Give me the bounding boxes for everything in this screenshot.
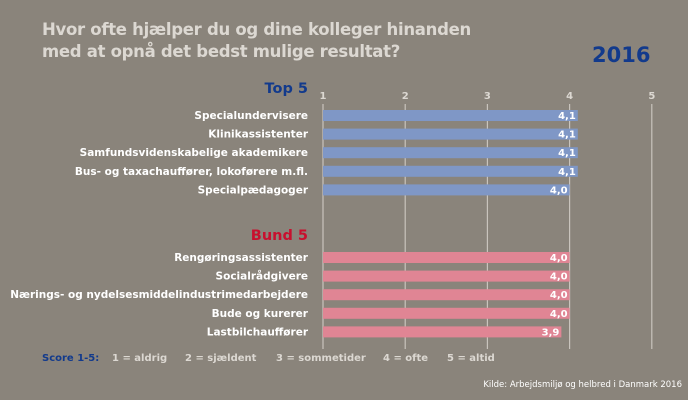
bar <box>323 307 570 319</box>
value-label: 3,9 <box>542 327 560 338</box>
chart-title: Hvor ofte hjælper du og dine kolleger hi… <box>42 20 471 61</box>
category-label: Nærings- og nydelsesmiddelindustrimedarb… <box>10 289 308 301</box>
category-label: Bus- og taxachauffører, lokoførere m.fl. <box>75 166 308 178</box>
legend-item: 4 = ofte <box>383 353 429 364</box>
value-label: 4,0 <box>550 253 568 264</box>
category-label: Specialpædagoger <box>198 184 309 196</box>
bar <box>323 326 562 338</box>
bar <box>323 184 570 196</box>
bar <box>323 289 570 301</box>
tick-label: 5 <box>648 91 655 102</box>
year-label: 2016 <box>592 43 651 67</box>
legend-item: 3 = sommetider <box>276 353 366 364</box>
source-note: Kilde: Arbejdsmiljø og helbred i Danmark… <box>483 380 682 390</box>
tick-label: 4 <box>566 91 573 102</box>
category-label: Samfundsvidenskabelige akademikere <box>80 147 308 159</box>
value-label: 4,0 <box>550 290 568 301</box>
bar <box>323 128 578 140</box>
tick-label: 3 <box>484 91 491 102</box>
legend-heading: Score 1-5: <box>42 353 100 364</box>
bar <box>323 147 578 159</box>
value-label: 4,1 <box>558 148 576 159</box>
legend-item: 1 = aldrig <box>112 353 168 364</box>
legend-item: 5 = altid <box>447 353 495 364</box>
category-label: Bude og kurerer <box>212 308 309 320</box>
bar <box>323 252 570 263</box>
category-label: Specialundervisere <box>194 110 308 122</box>
bar <box>323 110 578 121</box>
value-label: 4,1 <box>558 130 576 141</box>
tick-label: 2 <box>402 91 409 102</box>
bar <box>323 165 578 177</box>
value-label: 4,0 <box>550 185 568 196</box>
category-label: Lastbilchauffører <box>207 326 309 338</box>
value-label: 4,1 <box>558 167 576 178</box>
category-label: Klinikassistenter <box>208 129 309 141</box>
category-label: Socialrådgivere <box>216 270 308 283</box>
bar <box>323 270 570 282</box>
value-label: 4,0 <box>550 309 568 320</box>
group-heading: Bund 5 <box>251 228 308 244</box>
category-label: Rengøringsassistenter <box>174 252 309 264</box>
value-label: 4,1 <box>558 111 576 122</box>
group-heading: Top 5 <box>265 81 308 97</box>
legend-item: 2 = sjældent <box>185 353 257 364</box>
value-label: 4,0 <box>550 272 568 283</box>
tick-label: 1 <box>320 91 327 102</box>
